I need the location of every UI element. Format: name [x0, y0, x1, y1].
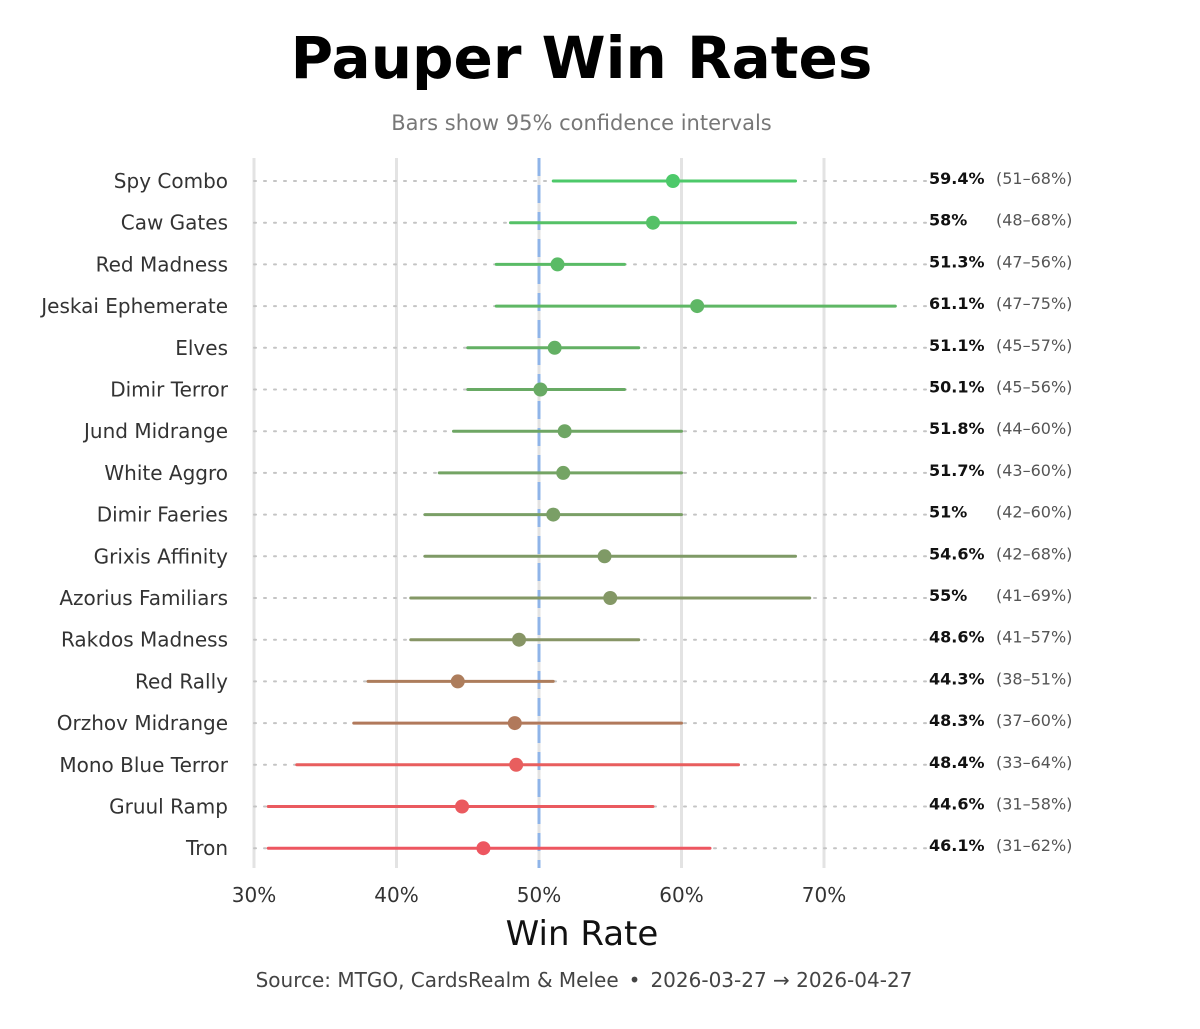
- footer-date-range: 2026-03-27 → 2026-04-27: [650, 968, 913, 992]
- ci-range-label: (31–58%): [996, 795, 1072, 814]
- ci-range-label: (47–75%): [996, 294, 1072, 313]
- deck-label: Caw Gates: [121, 211, 228, 235]
- deck-label: Gruul Ramp: [109, 795, 228, 819]
- ci-range-label: (45–56%): [996, 378, 1072, 397]
- deck-label: Azorius Familiars: [59, 586, 228, 610]
- ci-range-label: (41–69%): [996, 586, 1072, 605]
- point-estimate: [507, 716, 522, 731]
- win-rate-value: 51.8%: [929, 419, 985, 438]
- win-rate-value: 44.6%: [929, 795, 985, 814]
- deck-label: Jeskai Ephemerate: [39, 294, 228, 318]
- deck-label: Dimir Faeries: [97, 503, 228, 527]
- win-rate-value: 44.3%: [929, 669, 985, 688]
- win-rate-value: 54.6%: [929, 544, 985, 563]
- chart-subtitle: Bars show 95% confidence intervals: [391, 111, 772, 135]
- point-estimate: [556, 465, 571, 480]
- point-estimate: [533, 382, 548, 397]
- win-rate-value: 50.1%: [929, 378, 985, 397]
- x-axis-title: Win Rate: [506, 914, 659, 954]
- win-rate-value: 58%: [929, 211, 967, 230]
- footer: Source: MTGO, CardsRealm & Melee • 2026-03…: [0, 968, 1168, 992]
- point-estimate: [597, 549, 612, 564]
- ci-range-label: (37–60%): [996, 711, 1072, 730]
- deck-label: Rakdos Madness: [61, 628, 228, 652]
- ci-range-label: (38–51%): [996, 669, 1072, 688]
- ci-range-label: (43–60%): [996, 461, 1072, 480]
- point-estimate: [512, 632, 527, 647]
- point-estimate: [690, 299, 705, 314]
- point-estimate: [455, 799, 470, 814]
- deck-label: Tron: [185, 836, 228, 860]
- ci-range-label: (45–57%): [996, 336, 1072, 355]
- deck-label: Orzhov Midrange: [57, 711, 228, 735]
- deck-label: Jund Midrange: [82, 419, 228, 443]
- chart-title: Pauper Win Rates: [290, 24, 873, 92]
- ci-range-label: (51–68%): [996, 169, 1072, 188]
- footer-source: Source: MTGO, CardsRealm & Melee: [255, 968, 619, 992]
- win-rate-value: 59.4%: [929, 169, 985, 188]
- point-estimate: [450, 674, 465, 689]
- deck-label: Red Rally: [135, 669, 228, 693]
- ci-range-label: (33–64%): [996, 753, 1072, 772]
- x-tick-label: 50%: [517, 883, 561, 907]
- win-rate-value: 48.4%: [929, 753, 985, 772]
- x-tick-label: 60%: [659, 883, 703, 907]
- ci-range-label: (41–57%): [996, 628, 1072, 647]
- win-rate-value: 51.7%: [929, 461, 985, 480]
- win-rate-value: 51.3%: [929, 252, 985, 271]
- x-tick-label: 40%: [374, 883, 418, 907]
- point-estimate: [509, 757, 524, 772]
- win-rate-value: 61.1%: [929, 294, 985, 313]
- ci-range-label: (42–68%): [996, 544, 1072, 563]
- win-rate-value: 48.3%: [929, 711, 985, 730]
- ci-range-label: (42–60%): [996, 503, 1072, 522]
- x-tick-label: 30%: [232, 883, 276, 907]
- point-estimate: [546, 507, 561, 522]
- point-estimate: [603, 591, 618, 605]
- point-estimate: [557, 424, 572, 439]
- deck-label: Grixis Affinity: [94, 544, 229, 568]
- deck-label: Spy Combo: [114, 169, 228, 193]
- deck-label: White Aggro: [104, 461, 228, 485]
- ci-range-label: (31–62%): [996, 836, 1072, 855]
- point-estimate: [665, 174, 680, 188]
- win-rate-value: 48.6%: [929, 628, 985, 647]
- win-rate-value: 51.1%: [929, 336, 985, 355]
- footer-separator: •: [628, 968, 641, 992]
- ci-range-label: (48–68%): [996, 211, 1072, 230]
- deck-label: Mono Blue Terror: [59, 753, 228, 777]
- point-estimate: [550, 257, 565, 272]
- deck-label: Red Madness: [96, 252, 228, 276]
- deck-label: Dimir Terror: [110, 378, 229, 402]
- point-estimate: [547, 340, 562, 355]
- win-rate-value: 46.1%: [929, 836, 985, 855]
- point-estimate: [646, 215, 660, 230]
- ci-range-label: (44–60%): [996, 419, 1072, 438]
- win-rate-value: 51%: [929, 503, 967, 522]
- ci-range-label: (47–56%): [996, 252, 1072, 271]
- win-rate-value: 55%: [929, 586, 967, 605]
- point-estimate: [476, 841, 491, 856]
- deck-label: Elves: [175, 336, 228, 360]
- x-tick-label: 70%: [802, 883, 846, 907]
